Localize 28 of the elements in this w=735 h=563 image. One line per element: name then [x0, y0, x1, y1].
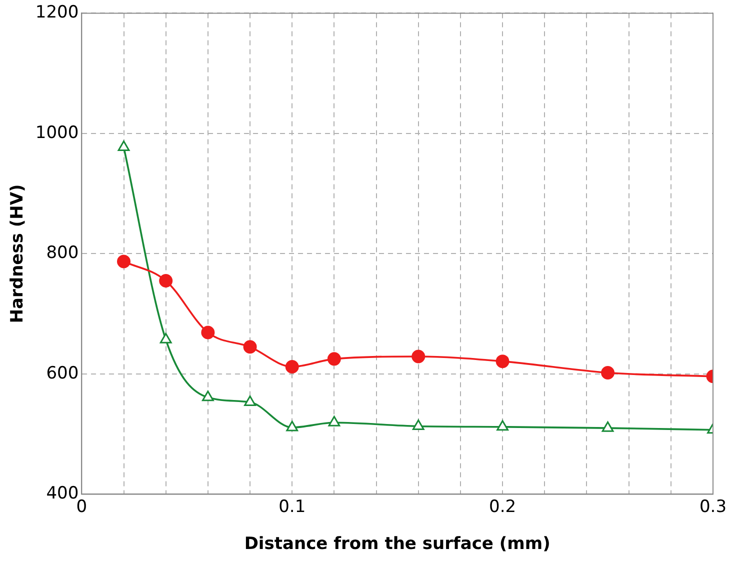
point — [286, 420, 298, 432]
y-tick-label: 1000 — [35, 122, 79, 143]
y-tick-label: 1200 — [35, 2, 79, 23]
point — [243, 340, 257, 354]
x-axis-title: Distance from the surface (mm) — [244, 534, 550, 554]
point — [327, 352, 341, 366]
point — [602, 421, 614, 432]
point — [160, 332, 172, 344]
point — [201, 326, 215, 340]
y-axis-title: Hardness (HV) — [8, 184, 28, 324]
point — [412, 350, 426, 364]
point — [285, 360, 299, 374]
x-tick-label: 0 — [76, 496, 88, 517]
point — [601, 366, 615, 380]
x-tick-label: 0.1 — [278, 496, 306, 517]
point — [202, 390, 214, 402]
x-tick-label: 0.2 — [489, 496, 516, 517]
y-tick-label: 800 — [46, 243, 79, 264]
y-tick-label: 600 — [46, 363, 79, 384]
point — [117, 254, 131, 268]
point — [496, 420, 508, 431]
y-tick-label: 400 — [46, 484, 79, 504]
point — [496, 354, 510, 368]
x-tick-label: 0.3 — [699, 496, 727, 517]
point — [159, 274, 173, 288]
point — [328, 416, 340, 426]
point — [244, 395, 256, 406]
point — [412, 420, 424, 430]
